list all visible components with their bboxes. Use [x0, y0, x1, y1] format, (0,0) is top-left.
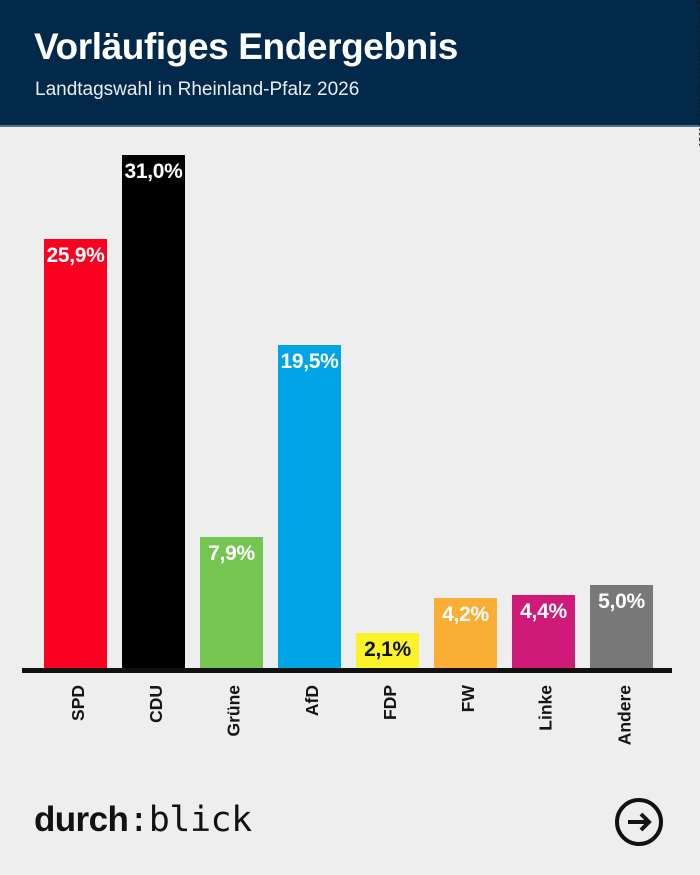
- arrow-right-circle-icon[interactable]: [613, 796, 665, 848]
- bar-value-label: 2,1%: [364, 638, 411, 661]
- category-label-text: Grüne: [224, 685, 244, 737]
- bar-chart: 25,9% SPD 31,0% CDU 7,9% Grüne 19,5% AfD 2,1% FDP…: [0, 127, 700, 787]
- bar-spd[interactable]: 25,9%: [44, 239, 107, 668]
- category-label-text: FW: [458, 685, 478, 713]
- category-label-text: CDU: [146, 685, 166, 723]
- bar-group-grüne: 7,9%: [200, 537, 263, 668]
- bar-group-linke: 4,4%: [512, 595, 575, 668]
- header-banner: Vorläufiges Endergebnis Landtagswahl in …: [0, 0, 700, 127]
- bar-afd[interactable]: 19,5%: [278, 345, 341, 668]
- footer: durch:blick: [0, 787, 700, 875]
- page-title: Vorläufiges Endergebnis: [34, 26, 458, 67]
- bar-value-label: 25,9%: [46, 244, 105, 267]
- page-subtitle: Landtagswahl in Rheinland-Pfalz 2026: [35, 79, 360, 100]
- bar-andere[interactable]: 5,0%: [590, 585, 653, 668]
- bar-value-label: 31,0%: [124, 160, 183, 183]
- brand-logo-bold: durch: [34, 800, 129, 839]
- bar-fdp[interactable]: 2,1%: [356, 633, 419, 668]
- bar-cdu[interactable]: 31,0%: [122, 155, 185, 668]
- category-label-text: Linke: [536, 685, 556, 731]
- category-label-text: AfD: [302, 685, 322, 717]
- category-label-text: FDP: [380, 685, 400, 720]
- bar-group-fw: 4,2%: [434, 598, 497, 668]
- bar-grüne[interactable]: 7,9%: [200, 537, 263, 668]
- bar-value-label: 19,5%: [280, 350, 339, 373]
- brand-logo: durch:blick: [34, 800, 252, 840]
- bar-value-label: 4,2%: [442, 603, 489, 626]
- brand-logo-light: :blick: [128, 800, 252, 840]
- bar-value-label: 4,4%: [520, 600, 567, 623]
- x-axis-baseline: [22, 668, 672, 673]
- source-note: Quelle: Landeswahlleiter: [696, 0, 700, 148]
- bars-layer: 25,9% SPD 31,0% CDU 7,9% Grüne 19,5% AfD 2,1% FDP…: [0, 127, 700, 787]
- bar-fw[interactable]: 4,2%: [434, 598, 497, 668]
- bar-group-fdp: 2,1%: [356, 633, 419, 668]
- category-label-text: Andere: [614, 685, 634, 746]
- bar-group-cdu: 31,0%: [122, 155, 185, 668]
- category-label-text: SPD: [68, 685, 88, 721]
- bar-value-label: 7,9%: [208, 542, 255, 565]
- bar-group-spd: 25,9%: [44, 239, 107, 668]
- bar-value-label: 5,0%: [598, 590, 645, 613]
- bar-group-andere: 5,0%: [590, 585, 653, 668]
- bar-linke[interactable]: 4,4%: [512, 595, 575, 668]
- bar-group-afd: 19,5%: [278, 345, 341, 668]
